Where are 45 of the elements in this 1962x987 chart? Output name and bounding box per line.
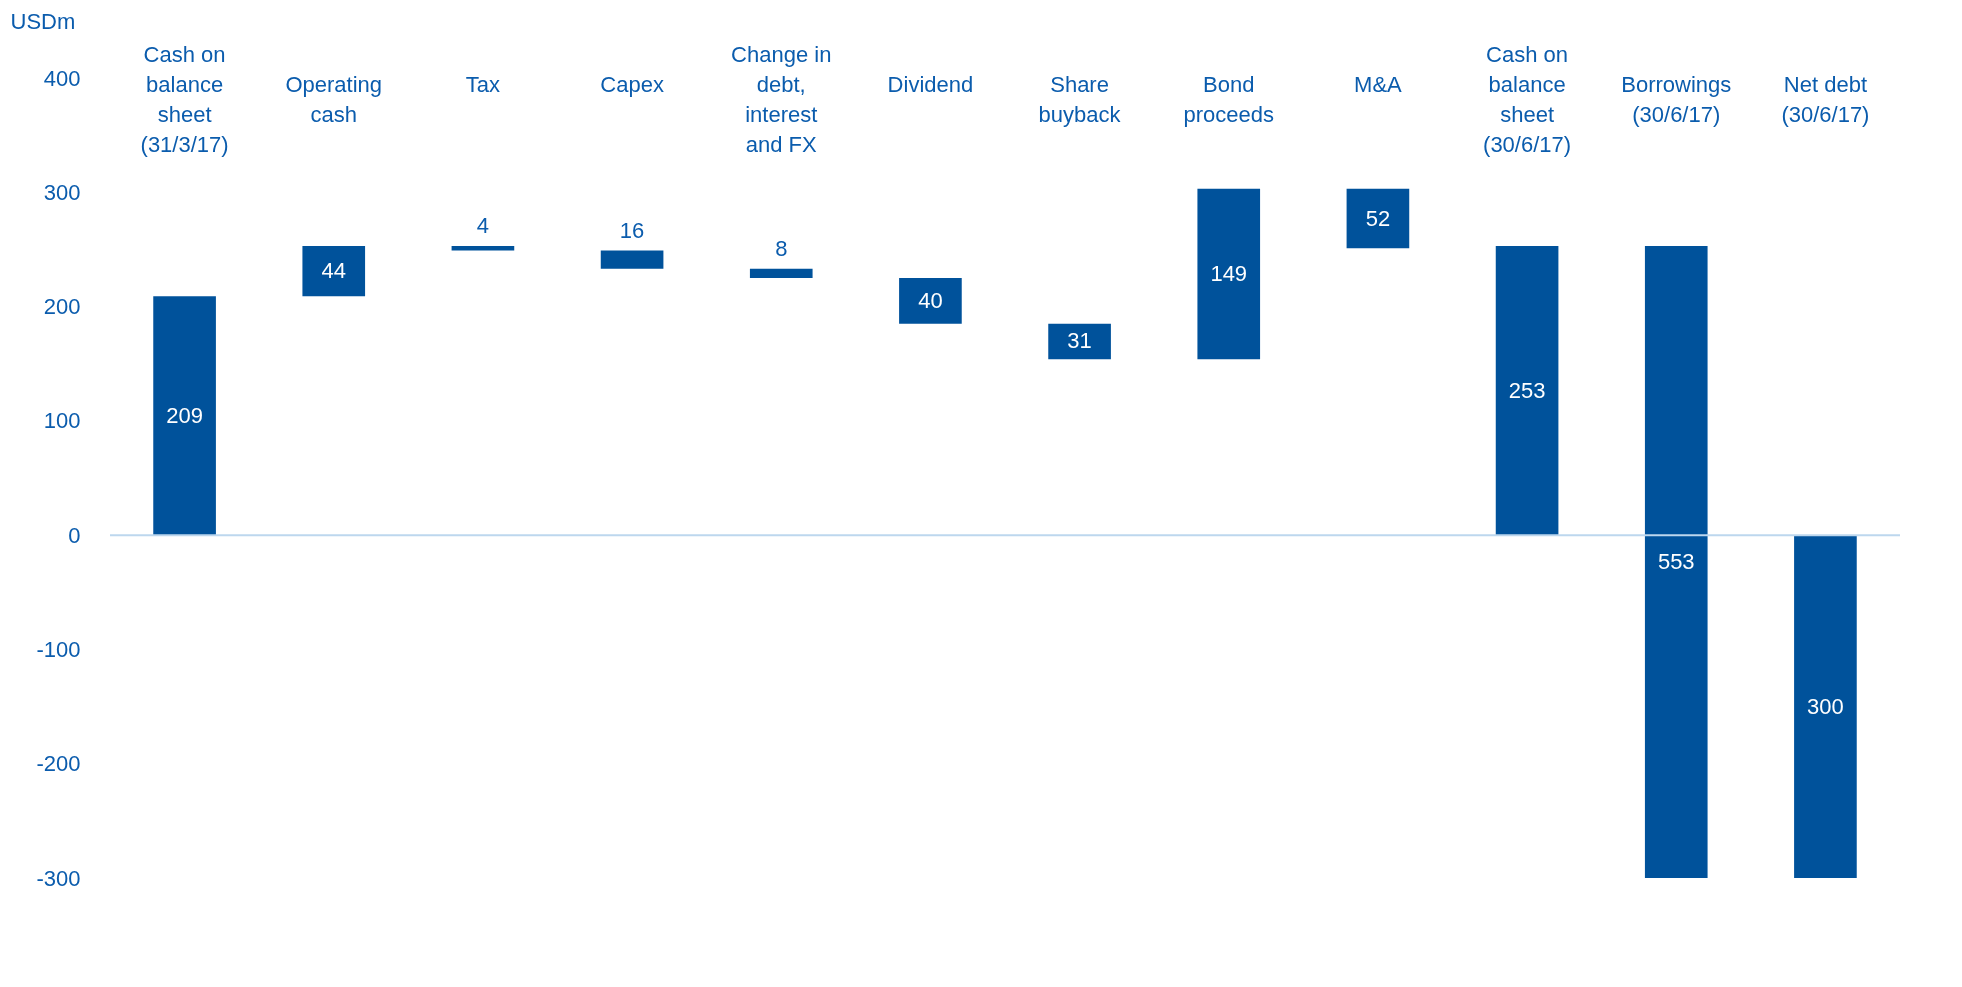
data-label: 44 [321,258,346,284]
x-tick-label: Cash on balance sheet (30/6/17) [1483,41,1572,157]
y-tick-label: 100 [43,408,81,434]
data-label: 31 [1067,328,1092,354]
bar [1495,246,1559,536]
data-label: 149 [1210,261,1248,286]
bar [153,296,216,536]
x-tick-label: Cash on balance sheet (31/3/17) [140,41,229,157]
data-label: 8 [775,235,788,261]
data-label: 300 [1807,693,1844,719]
x-tick-label: Borrowings (30/6/17) [1621,71,1732,127]
bar [302,246,366,297]
y-tick-label: 0 [68,522,81,548]
x-tick-label: Change in debt, interest and FX [731,41,832,157]
x-tick-label: Share buyback [1038,71,1122,127]
bar [600,250,664,269]
y-tick-label: -100 [36,636,81,662]
data-label: 553 [1657,549,1695,574]
data-label: 40 [918,287,943,313]
y-axis-title: USDm [10,8,76,34]
data-label: 253 [1508,377,1546,403]
bar [1794,535,1857,878]
x-tick-label: Tax [465,71,501,97]
y-tick-label: 300 [43,179,81,205]
x-tick-label: Bond proceeds [1183,71,1275,127]
y-tick-label: 200 [43,294,81,320]
y-tick-label: -300 [36,865,81,891]
x-tick-label: M&A [1354,71,1403,97]
bar [451,246,515,251]
y-tick-label: 400 [43,65,81,91]
bar [1197,188,1261,360]
data-label: 209 [166,402,203,428]
x-tick-label: Net debt (30/6/17) [1781,71,1870,127]
data-label: 4 [476,213,490,238]
y-tick-label: -200 [36,751,81,777]
bar [749,268,813,278]
bar [899,278,962,324]
x-tick-label: Dividend [887,71,974,97]
bar [1346,188,1410,249]
x-tick-label: Capex [600,71,664,97]
bar [1644,246,1708,878]
data-label: 16 [619,217,645,243]
data-label: 52 [1365,205,1391,231]
bar [1048,323,1111,360]
x-tick-label: Operating cash [285,71,383,127]
